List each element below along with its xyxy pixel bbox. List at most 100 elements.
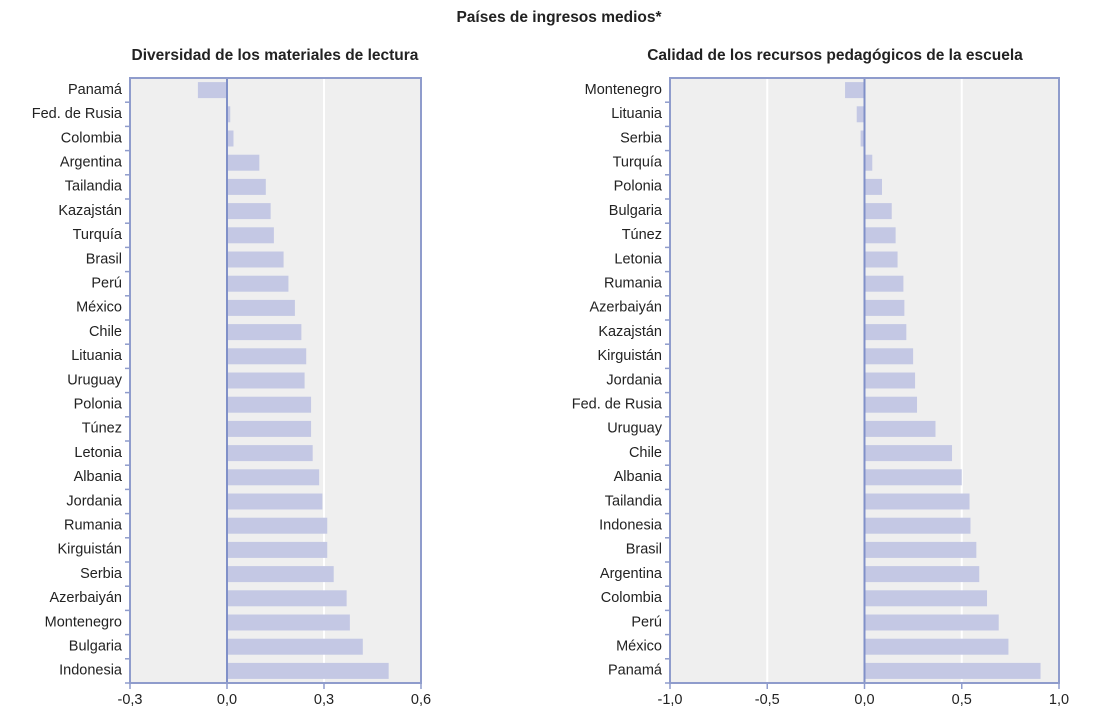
- bar: [227, 566, 334, 583]
- bar: [864, 638, 1009, 655]
- y-tick-label: Chile: [629, 445, 662, 461]
- bar: [864, 469, 962, 486]
- bar: [227, 614, 350, 631]
- bar: [227, 372, 305, 389]
- bar: [864, 227, 896, 244]
- y-tick-label: Serbia: [80, 566, 123, 582]
- y-tick-label: Kazajstán: [598, 324, 662, 340]
- bar: [864, 420, 936, 437]
- bar: [864, 614, 999, 631]
- y-tick-label: Albania: [74, 469, 123, 485]
- plot-frame: [669, 77, 1060, 684]
- x-tick-label: 0,6: [411, 692, 431, 708]
- y-tick-label: Fed. de Rusia: [32, 106, 123, 122]
- bar: [864, 154, 873, 171]
- bar: [227, 348, 307, 365]
- y-tick-label: Letonia: [74, 445, 123, 461]
- y-tick-label: Argentina: [600, 566, 663, 582]
- bar: [864, 541, 977, 558]
- y-tick-label: Indonesia: [59, 663, 123, 679]
- y-tick-label: Fed. de Rusia: [572, 397, 663, 413]
- bar: [864, 590, 988, 607]
- bar: [227, 517, 328, 534]
- page-title: Países de ingresos medios*: [456, 9, 662, 26]
- bar: [864, 493, 970, 510]
- bar: [227, 590, 347, 607]
- bar: [227, 541, 328, 558]
- y-tick-label: México: [76, 300, 122, 316]
- y-tick-label: Kirguistán: [58, 542, 122, 558]
- x-tick-label: 0,0: [217, 692, 237, 708]
- y-tick-label: Lituania: [611, 106, 663, 122]
- bar: [864, 324, 907, 341]
- bar: [864, 445, 953, 462]
- y-tick-label: Montenegro: [45, 614, 122, 630]
- y-tick-label: Uruguay: [607, 421, 663, 437]
- x-tick-label: -1,0: [658, 692, 683, 708]
- bar: [860, 130, 865, 147]
- x-tick-label: 0,0: [854, 692, 874, 708]
- y-tick-label: Albania: [614, 469, 663, 485]
- y-tick-label: Montenegro: [585, 82, 662, 98]
- y-tick-label: Rumania: [604, 276, 663, 292]
- bar: [227, 154, 260, 171]
- chart-subtitle: Calidad de los recursos pedagógicos de l…: [647, 47, 1023, 64]
- bar: [227, 396, 312, 413]
- bar: [856, 106, 865, 123]
- bar: [864, 662, 1041, 679]
- y-tick-label: México: [616, 639, 662, 655]
- y-tick-label: Colombia: [61, 130, 123, 146]
- y-tick-label: Tailandia: [605, 493, 663, 509]
- x-tick-label: 0,5: [952, 692, 972, 708]
- y-tick-label: Polonia: [614, 179, 663, 195]
- bar: [864, 178, 883, 195]
- bar: [864, 299, 905, 316]
- bar: [227, 275, 289, 292]
- y-tick-label: Kazajstán: [58, 203, 122, 219]
- bar: [864, 203, 892, 220]
- bar: [197, 82, 227, 99]
- y-tick-label: Túnez: [622, 227, 662, 243]
- bar: [227, 662, 389, 679]
- bar: [864, 275, 904, 292]
- y-tick-label: Jordania: [606, 372, 663, 388]
- x-tick-label: 1,0: [1049, 692, 1069, 708]
- bar: [227, 445, 313, 462]
- bar: [864, 396, 918, 413]
- bar: [227, 251, 284, 268]
- x-tick-label: -0,3: [118, 692, 143, 708]
- y-tick-label: Azerbaiyán: [589, 300, 662, 316]
- y-tick-label: Bulgaria: [609, 203, 663, 219]
- y-tick-label: Rumania: [64, 518, 123, 534]
- bar: [227, 493, 323, 510]
- bar: [227, 178, 266, 195]
- y-tick-label: Perú: [91, 276, 122, 292]
- y-tick-label: Bulgaria: [69, 639, 123, 655]
- y-tick-label: Jordania: [66, 493, 123, 509]
- chart-subtitle: Diversidad de los materiales de lectura: [132, 47, 419, 64]
- bar: [227, 469, 320, 486]
- x-tick-label: 0,3: [314, 692, 334, 708]
- y-tick-label: Argentina: [60, 155, 123, 171]
- bar: [227, 324, 302, 341]
- bar: [864, 348, 914, 365]
- x-tick-label: -0,5: [755, 692, 780, 708]
- y-tick-label: Uruguay: [67, 372, 123, 388]
- plot-frame: [129, 77, 422, 684]
- y-tick-label: Chile: [89, 324, 122, 340]
- y-tick-label: Perú: [631, 614, 662, 630]
- bar: [227, 299, 295, 316]
- y-tick-label: Turquía: [73, 227, 123, 243]
- y-tick-label: Túnez: [82, 421, 122, 437]
- bar: [864, 566, 980, 583]
- bar: [227, 227, 274, 244]
- bar: [864, 517, 971, 534]
- bar: [227, 203, 271, 220]
- y-tick-label: Kirguistán: [598, 348, 662, 364]
- y-tick-label: Letonia: [614, 251, 663, 267]
- y-tick-label: Azerbaiyán: [49, 590, 122, 606]
- y-tick-label: Indonesia: [599, 518, 663, 534]
- y-tick-label: Colombia: [601, 590, 663, 606]
- y-tick-label: Brasil: [86, 251, 122, 267]
